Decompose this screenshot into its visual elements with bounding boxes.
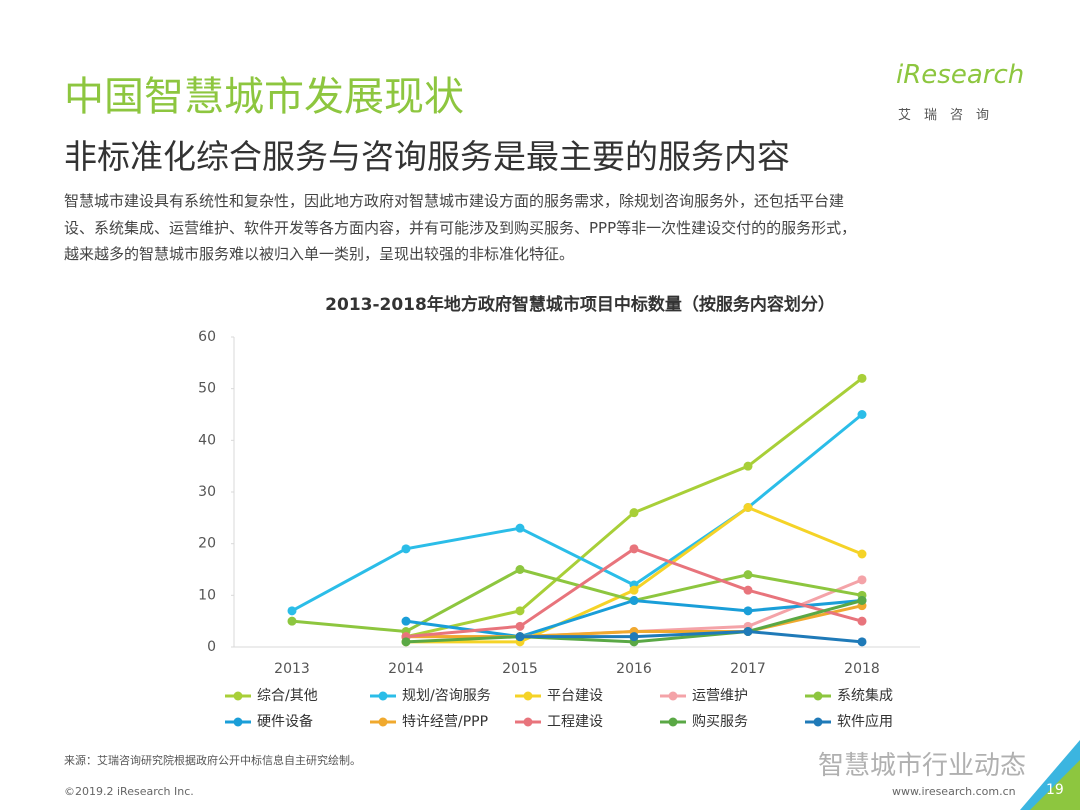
legend-label: 综合/其他	[257, 688, 318, 704]
source-note: 来源：艾瑞咨询研究院根据政府公开中标信息自主研究绘制。	[64, 754, 361, 767]
data-point	[743, 585, 753, 595]
data-point	[857, 410, 867, 419]
y-tick-label: 20	[198, 536, 216, 552]
data-point	[515, 565, 525, 574]
logo: iResearch	[896, 60, 1025, 90]
data-point	[743, 570, 753, 580]
legend-label: 硬件设备	[257, 713, 313, 730]
data-point	[743, 627, 753, 636]
data-point	[629, 508, 639, 518]
data-point	[857, 616, 867, 626]
data-point	[515, 523, 525, 533]
paragraph-line: 智慧城市建设具有系统性和复杂性，因此地方政府对智慧城市建设方面的服务需求，除规划…	[64, 192, 845, 210]
chart-title: 2013-2018年地方政府智慧城市项目中标数量（按服务内容划分）	[325, 294, 835, 315]
series-line	[291, 413, 863, 613]
data-point	[515, 606, 525, 616]
data-point	[287, 616, 297, 626]
slide-subtitle: 非标准化综合服务与咨询服务是最主要的服务内容	[64, 137, 790, 176]
legend-label: 系统集成	[837, 687, 893, 704]
watermark: 智慧城市行业动态	[818, 751, 1027, 781]
copyright: ©2019.2 iResearch Inc.	[64, 785, 194, 798]
y-tick-label: 60	[198, 329, 216, 345]
data-point	[287, 606, 297, 616]
y-tick-label: 30	[198, 484, 216, 500]
data-point	[629, 544, 639, 554]
y-tick-label: 40	[198, 432, 216, 448]
x-tick-label: 2017	[730, 661, 766, 677]
data-point	[857, 637, 867, 647]
legend-label: 规划/咨询服务	[402, 688, 491, 704]
data-point	[629, 596, 639, 605]
data-point	[743, 606, 753, 616]
data-point	[629, 632, 639, 642]
legend-label: 软件应用	[837, 713, 893, 730]
data-point	[743, 461, 753, 471]
series-line	[520, 629, 863, 644]
legend-label: 工程建设	[547, 714, 603, 730]
paragraph-line: 设、系统集成、运营维护、软件开发等各方面内容，并有可能涉及到购买服务、PPP等非…	[64, 219, 857, 237]
legend-swatch	[523, 717, 533, 727]
legend-label: 运营维护	[692, 688, 748, 704]
y-tick-label: 10	[198, 587, 216, 603]
y-tick-label: 50	[198, 381, 216, 397]
data-point	[515, 632, 525, 642]
legend-swatch	[233, 691, 243, 701]
legend-swatch	[668, 691, 678, 701]
legend-label: 购买服务	[692, 714, 748, 730]
data-point	[743, 503, 753, 512]
legend-swatch	[813, 691, 823, 701]
data-point	[401, 637, 411, 647]
series-line	[291, 567, 863, 634]
data-point	[515, 621, 525, 631]
legend-swatch	[523, 691, 533, 701]
corner-decoration	[1030, 760, 1080, 810]
data-point	[401, 544, 411, 554]
data-point	[857, 575, 867, 585]
legend-swatch	[233, 717, 243, 727]
logo-subtitle: 艾瑞咨询	[898, 108, 1003, 123]
data-point	[857, 596, 867, 605]
legend-swatch	[668, 717, 678, 727]
x-tick-label: 2014	[388, 661, 424, 677]
legend-label: 特许经营/PPP	[402, 714, 488, 730]
legend-label: 平台建设	[547, 688, 603, 704]
x-tick-label: 2015	[502, 661, 538, 677]
data-point	[857, 373, 867, 383]
paragraph-line: 越来越多的智慧城市服务难以被归入单一类别，呈现出较强的非标准化特征。	[64, 245, 575, 263]
legend-swatch	[378, 691, 388, 701]
x-tick-label: 2016	[616, 661, 652, 677]
page-number: 19	[1046, 782, 1064, 798]
slide-title: 中国智慧城市发展现状	[64, 74, 464, 120]
data-point	[401, 616, 411, 626]
x-tick-label: 2018	[844, 661, 880, 677]
y-tick-label: 0	[207, 639, 216, 655]
legend-swatch	[378, 717, 388, 727]
legend-swatch	[813, 717, 823, 727]
data-point	[857, 549, 867, 559]
data-point	[629, 585, 639, 595]
x-tick-label: 2013	[274, 661, 310, 677]
footer-url: www.iresearch.com.cn	[892, 785, 1016, 798]
